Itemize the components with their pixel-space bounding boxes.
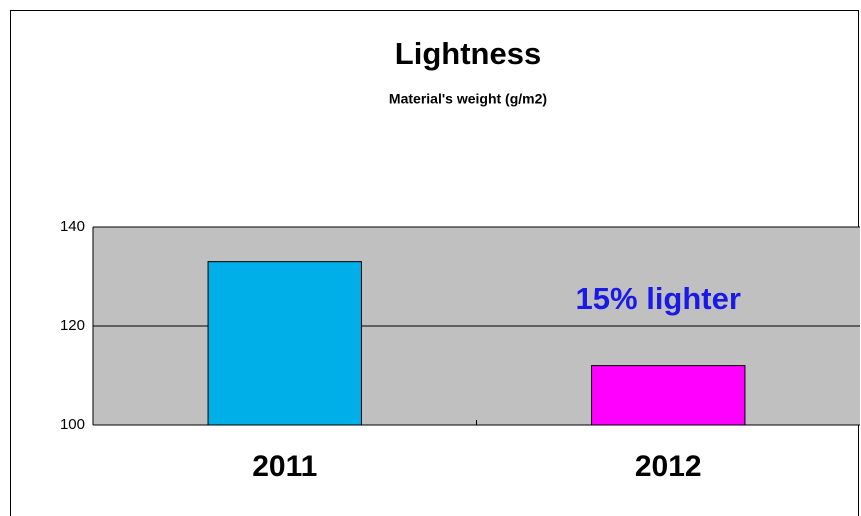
x-tick-label: 2011 (252, 450, 317, 483)
chart-title: Lightness (395, 36, 541, 71)
y-tick-label: 100 (60, 416, 85, 433)
x-tick-label: 2012 (635, 450, 702, 483)
y-tick-label: 140 (60, 218, 85, 235)
chart-subtitle: Material's weight (g/m2) (389, 91, 547, 107)
annotation: 15% lighter (576, 281, 741, 316)
bar (207, 261, 362, 426)
y-tick-label: 120 (60, 317, 85, 334)
bar (591, 365, 746, 426)
